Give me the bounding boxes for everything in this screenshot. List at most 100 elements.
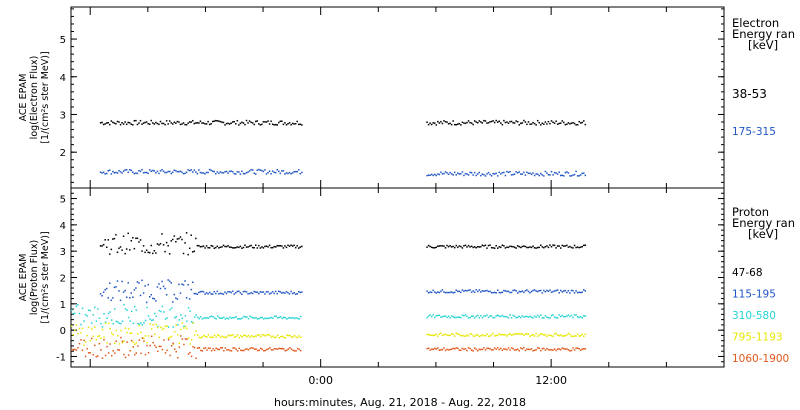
data-point [288,122,291,124]
data-point [298,290,300,293]
data-point [515,290,517,292]
data-point [547,246,550,249]
data-point [196,316,199,319]
data-point [178,170,180,173]
data-point [80,332,82,334]
data-point [441,289,444,291]
data-point [290,173,292,175]
data-point [105,246,108,249]
data-point [293,171,295,173]
data-point [167,170,169,173]
data-point [258,317,260,320]
data-point [106,345,108,348]
data-point [97,335,99,338]
data-point [272,317,274,320]
data-point [209,347,211,350]
data-point [573,244,576,247]
data-point [433,122,436,124]
data-point [158,123,160,126]
data-point [516,172,519,174]
data-point [473,246,476,248]
data-point [469,289,471,291]
data-point [435,333,438,336]
data-point [164,325,167,327]
data-point [509,245,511,248]
data-point [184,280,186,282]
data-point [461,334,464,337]
data-point [520,122,522,125]
data-point [501,172,504,174]
data-point [435,124,438,126]
data-point [288,245,291,247]
data-point [535,290,537,292]
data-point [547,334,550,336]
data-point [579,334,582,337]
data-point [225,122,228,125]
data-point [245,246,248,248]
data-point [145,249,148,251]
data-point [443,347,445,349]
data-point [206,317,208,319]
data-point [583,244,585,247]
data-point [196,244,199,247]
data-point [164,123,166,126]
data-point [137,333,139,335]
data-point [167,279,169,281]
data-point [506,170,508,173]
data-point [563,245,565,247]
data-point [284,292,286,294]
data-point [142,292,145,294]
data-point [95,355,98,358]
data-point [198,291,200,294]
data-point [183,325,185,328]
data-point [460,245,462,248]
data-point [230,334,233,336]
data-point [493,316,496,319]
data-point [172,238,174,241]
data-point [461,314,464,316]
data-point [190,355,193,358]
data-point [192,345,194,348]
data-point [124,308,127,310]
data-point [267,348,270,350]
data-point [433,247,436,249]
data-point [496,334,499,337]
data-point [136,172,139,175]
data-point [529,291,531,294]
data-point [453,291,456,294]
data-point [475,246,477,249]
data-point [538,121,540,124]
data-point [244,172,246,175]
data-point [444,349,447,352]
data-point [506,290,508,293]
data-point [564,245,567,247]
data-point [446,316,448,319]
data-point [130,123,133,125]
data-point [227,172,229,174]
data-point [229,349,231,352]
data-point [226,349,228,351]
data-point [101,326,104,328]
data-point [149,323,151,325]
data-point [561,291,564,293]
data-point [506,316,508,318]
data-point [213,170,216,173]
data-point [221,292,223,295]
data-point [182,284,185,286]
data-point [264,121,266,123]
data-point [178,346,181,348]
data-point [509,120,511,123]
data-point [213,334,216,337]
data-point [535,173,537,175]
data-point [104,173,106,175]
data-point [437,314,439,317]
data-point [138,122,140,124]
data-point [298,169,300,171]
data-point [543,123,545,125]
data-point [236,334,239,336]
data-point [271,170,274,172]
data-point [426,174,428,177]
data-point [261,291,263,293]
data-point [133,343,136,346]
data-point [546,123,548,125]
